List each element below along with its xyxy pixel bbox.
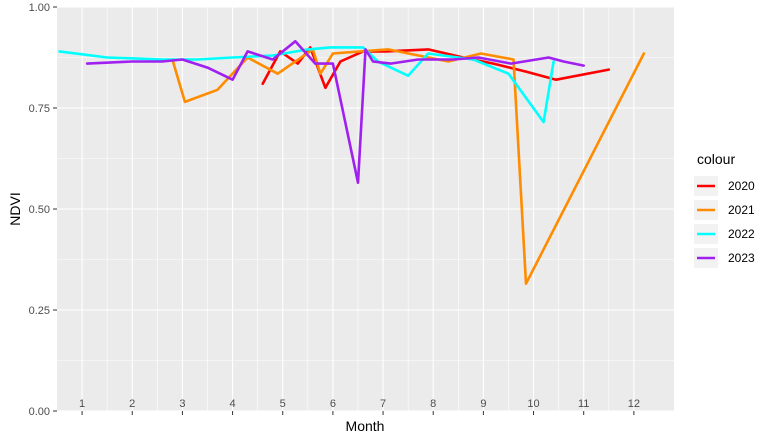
x-tick-label: 6 [330,398,336,410]
x-tick-label: 1 [79,398,85,410]
y-tick-label: 0.75 [29,103,50,115]
y-tick-label: 0.50 [29,204,50,216]
x-tick-label: 5 [280,398,286,410]
y-tick-label: 0.25 [29,305,50,317]
legend-label-2023: 2023 [728,251,755,265]
x-tick-label: 3 [179,398,185,410]
y-tick-label: 0.00 [29,406,50,418]
series-line-2023 [85,39,586,184]
y-tick-label: 1.00 [29,2,50,14]
x-tick-label: 2 [129,398,135,410]
x-axis: 1 2 3 4 5 6 7 8 9 10 11 12 [79,398,640,415]
legend-label-2020: 2020 [728,179,755,193]
series-lines [58,39,646,286]
legend: colour 2020 2021 2022 2023 [694,151,755,268]
x-tick-label: 9 [480,398,486,410]
x-tick-label: 7 [380,398,386,410]
legend-label-2021: 2021 [728,203,755,217]
x-tick-label: 11 [578,398,589,410]
y-axis-title: NDVI [7,192,23,225]
legend-label-2022: 2022 [728,227,755,241]
y-axis: 0.00 0.25 0.50 0.75 1.00 [29,2,57,418]
x-tick-label: 4 [230,398,236,410]
x-tick-label: 12 [628,398,640,410]
x-tick-label: 8 [430,398,436,410]
legend-title: colour [697,151,735,167]
x-axis-title: Month [346,418,385,434]
x-tick-label: 10 [527,398,539,410]
